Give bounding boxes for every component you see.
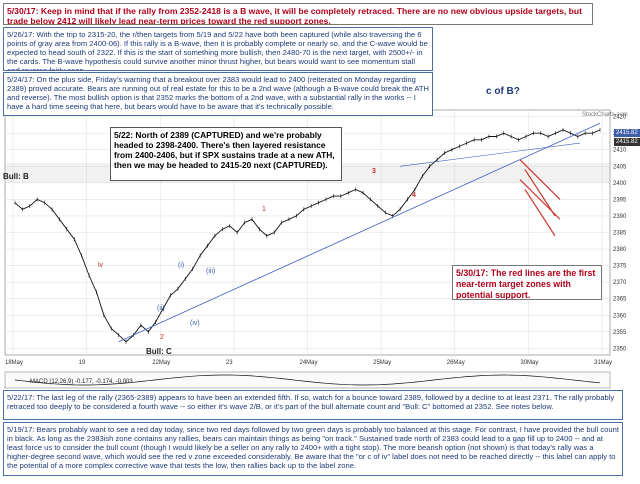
note-5-22-rally: 5/22/17: The last leg of the rally (2365… (3, 390, 623, 420)
y-tick-label: 2395 (613, 197, 627, 203)
support-line (519, 159, 561, 200)
macd-panel (4, 371, 611, 389)
label-bull-b: Bull: B (3, 172, 29, 181)
x-tick-label: 18May (5, 360, 23, 366)
note-5-26: 5/26/17: With the trip to 2315-20, the r… (3, 27, 433, 71)
y-tick-label: 2380 (613, 247, 627, 253)
note-5-30-top: 5/30/17: Keep in mind that if the rally … (3, 3, 593, 25)
note-5-24: 5/24/17: On the plus side, Friday's warn… (3, 72, 433, 116)
support-line (524, 189, 556, 237)
trendline (118, 122, 601, 343)
label-wave-3: 3 (372, 168, 376, 175)
label-wave-4: 4 (412, 192, 416, 199)
y-tick-label: 2410 (613, 148, 627, 154)
label-wave-2: 2 (160, 334, 164, 341)
y-tick-label: 2420 (613, 115, 627, 121)
x-tick-label: 30May (520, 360, 538, 366)
x-tick-label: 24May (300, 360, 318, 366)
note-5-22-targets: 5/22: North of 2389 (CAPTURED) and we're… (110, 127, 342, 181)
label-c-of-b: c of B? (486, 86, 520, 97)
y-tick-label: 2365 (613, 297, 627, 303)
x-tick-label: 31May (594, 360, 612, 366)
label-wave-iv: iv (98, 262, 104, 269)
label-wave-iv-paren: (iv) (190, 320, 200, 327)
x-tick-label: 25May (373, 360, 391, 366)
note-5-30-support: 5/30/17: The red lines are the first nea… (452, 265, 602, 300)
y-tick-label: 2390 (613, 214, 627, 220)
channel-line (400, 142, 581, 167)
support-line (524, 169, 556, 217)
note-5-19: 5/19/17: Bears probably want to see a re… (3, 422, 623, 476)
price-tag-dark: 2415.82 (614, 138, 640, 146)
y-tick-label: 2360 (613, 313, 627, 319)
support-line (519, 179, 561, 220)
y-tick-label: 2375 (613, 264, 627, 270)
y-tick-label: 2350 (613, 346, 627, 352)
y-tick-label: 2405 (613, 164, 627, 170)
label-wave-1: 1 (262, 206, 266, 213)
x-tick-label: 19 (79, 360, 86, 366)
x-tick-label: 22May (152, 360, 170, 366)
label-bull-c: Bull: C (146, 347, 172, 356)
y-tick-label: 2355 (613, 330, 627, 336)
label-wave-i: (i) (178, 262, 185, 269)
y-tick-label: 2385 (613, 231, 627, 237)
x-tick-label: 23 (226, 360, 233, 366)
x-tick-label: 26May (447, 360, 465, 366)
y-tick-label: 2400 (613, 181, 627, 187)
y-tick-label: 2370 (613, 280, 627, 286)
price-tag-blue: 2415.82 (614, 129, 640, 137)
macd-line (14, 374, 601, 386)
watermark: StockCharts.com (582, 112, 628, 118)
price-line (14, 129, 601, 343)
macd-label: MACD (12,26,9) -0.177, -0.174, -0.003 (30, 379, 133, 385)
label-wave-iii: (iii) (206, 268, 216, 275)
label-wave-ii: (ii) (157, 305, 165, 312)
